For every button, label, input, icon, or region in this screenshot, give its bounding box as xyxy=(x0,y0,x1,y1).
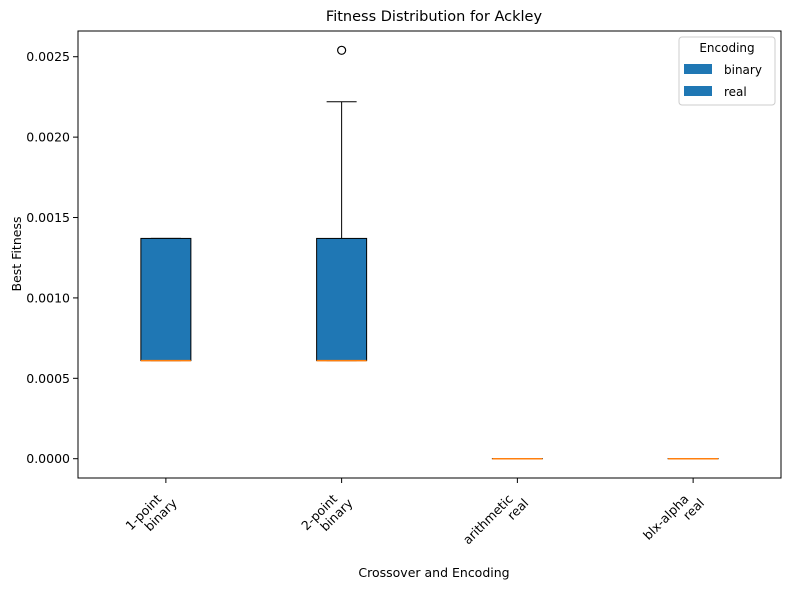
y-axis: 0.0000 0.0005 0.0010 0.0015 0.0020 0.0025 xyxy=(26,49,78,466)
outlier-point xyxy=(337,45,347,55)
legend: Encoding binary real xyxy=(678,36,776,106)
x-tick-label: 2-pointbinary xyxy=(298,485,356,543)
y-tick-label: 0.0000 xyxy=(26,451,70,466)
x-tick-label: blx-alphareal xyxy=(640,486,707,553)
box-2 xyxy=(316,45,368,362)
legend-label-real: real xyxy=(724,85,747,99)
box-body xyxy=(140,237,192,362)
x-axis: 1-pointbinary 2-pointbinary arithmeticreal… xyxy=(122,478,707,558)
chart-title: Fitness Distribution for Ackley xyxy=(326,9,543,25)
legend-label-binary: binary xyxy=(724,63,762,77)
legend-swatch-real xyxy=(684,86,712,96)
y-tick-label: 0.0015 xyxy=(26,210,70,225)
x-tick-label: arithmeticreal xyxy=(460,486,532,558)
legend-title: Encoding xyxy=(699,41,754,55)
x-axis-label: Crossover and Encoding xyxy=(358,565,509,580)
box-1 xyxy=(140,237,192,362)
legend-swatch-binary xyxy=(684,64,712,74)
y-tick-label: 0.0010 xyxy=(26,290,70,305)
plot-frame xyxy=(77,30,782,479)
y-tick-label: 0.0025 xyxy=(26,49,70,64)
y-tick-label: 0.0005 xyxy=(26,371,70,386)
y-axis-label: Best Fitness xyxy=(9,217,24,292)
x-tick-label: 1-pointbinary xyxy=(122,485,180,543)
plot-area xyxy=(140,45,719,460)
box-body xyxy=(316,237,368,362)
y-tick-label: 0.0020 xyxy=(26,130,70,145)
